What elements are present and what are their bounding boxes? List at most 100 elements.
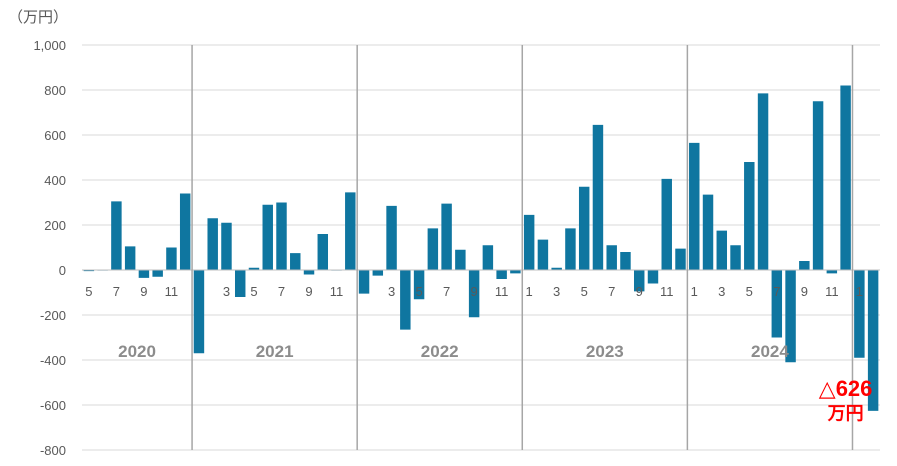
annotation: △626 万円 [819,376,873,424]
bar-2022-02 [372,270,384,276]
x-tick-label: 7 [278,284,285,299]
year-separators: 2020 2021 2022 2023 2024 [118,45,854,450]
x-tick-label: 11 [165,284,179,299]
x-tick-label: 5 [85,284,92,299]
bar-2021-12 [345,192,356,270]
x-tick-label: 9 [801,284,808,299]
bar-2023-10 [647,270,659,284]
bar-2022-04 [400,270,411,330]
y-tick-label: -600 [40,398,66,413]
bar-2024-09 [799,261,810,270]
y-tick-label: 1,000 [33,38,66,53]
bar-2021-10 [317,234,329,270]
year-label-2022: 2022 [421,342,459,361]
year-label-2020: 2020 [118,342,156,361]
bar-2021-07 [276,202,287,270]
bar-2022-01 [358,270,370,294]
bar-2024-05 [744,162,755,270]
x-tick-label: 1 [856,284,863,299]
bar-2021-02 [207,218,218,270]
bar-2023-01 [523,214,535,270]
annotation-unit: 万円 [827,404,864,424]
bar-2024-07 [771,270,783,338]
x-tick-label: 3 [553,284,560,299]
x-tick-label: 1 [691,284,698,299]
bar-2023-04 [565,228,576,270]
x-tick-label: 11 [660,284,674,299]
bar-2020-12 [179,193,191,270]
x-tick-label: 1 [526,284,533,299]
bar-2024-04 [730,245,741,270]
bar-2021-08 [290,253,301,270]
x-tick-label: 11 [825,284,839,299]
x-tick-label: 7 [773,284,780,299]
x-tick-label: 11 [330,284,344,299]
bar-2020-05 [83,270,95,272]
x-tick-label: 9 [471,284,478,299]
bar-2022-08 [455,249,466,270]
bar-2020-11 [166,247,177,270]
bar-2024-12 [840,85,851,270]
x-tick-label: 5 [581,284,588,299]
bar-2021-06 [262,204,273,270]
bar-2023-05 [578,186,590,270]
bar-2024-06 [757,93,769,270]
bar-2020-10 [152,270,163,277]
bar-2023-08 [620,252,631,270]
y-tick-label: -400 [40,353,66,368]
x-tick-label: 9 [305,284,312,299]
bar-2021-01 [193,270,205,354]
bar-2021-09 [303,270,315,275]
bars [83,85,879,411]
year-label-2021: 2021 [256,342,294,361]
bar-2024-01 [689,142,700,270]
x-tick-label: 11 [495,284,509,299]
bar-2022-11 [496,270,507,279]
y-tick-label: 600 [44,128,66,143]
bar-2024-11 [826,270,838,274]
bar-2022-07 [441,203,452,270]
bar-2024-08 [785,270,796,363]
y-tick-label: 800 [44,83,66,98]
bar-2022-06 [427,228,439,270]
bar-2023-06 [592,124,604,270]
bar-2021-03 [221,222,232,270]
y-tick-label: -200 [40,308,66,323]
bar-2020-07 [111,201,122,270]
x-tick-label: 7 [113,284,120,299]
bar-2023-03 [551,267,562,270]
year-label-2024: 2024 [751,342,789,361]
x-tick-label: 3 [388,284,395,299]
y-tick-label: 200 [44,218,66,233]
y-axis: 1,000 800 600 400 200 0 -200 -400 -600 -800 [33,38,66,458]
bar-2020-08 [124,246,136,270]
bar-2024-10 [812,101,824,270]
bar-2023-09 [633,270,645,292]
bar-2020-09 [138,270,150,278]
bar-2024-03 [716,230,728,270]
bar-2025-02 [867,270,879,411]
x-tick-label: 9 [140,284,147,299]
bar-2025-01 [854,270,865,358]
x-tick-label: 3 [223,284,230,299]
x-tick-label: 3 [718,284,725,299]
bar-2022-10 [482,245,494,270]
bar-2022-03 [386,205,397,270]
y-tick-label: 0 [59,263,66,278]
bar-2023-02 [537,239,549,270]
bar-2023-07 [606,245,617,270]
x-tick-label: 7 [608,284,615,299]
bar-2021-04 [234,270,246,297]
bar-2021-05 [248,267,260,270]
x-tick-label: 5 [746,284,753,299]
bar-2022-05 [413,270,425,300]
year-label-2023: 2023 [586,342,624,361]
y-tick-label: 400 [44,173,66,188]
bar-2022-12 [510,270,521,274]
x-tick-label: 5 [250,284,257,299]
x-tick-label: 5 [415,284,422,299]
bar-2022-09 [468,270,480,318]
bar-2023-12 [675,248,686,270]
x-axis: 5 7 9 11 3 5 7 9 11 3 5 7 9 11 1 3 5 7 9 11 1 3 5 7 9 11 1 [85,284,863,299]
